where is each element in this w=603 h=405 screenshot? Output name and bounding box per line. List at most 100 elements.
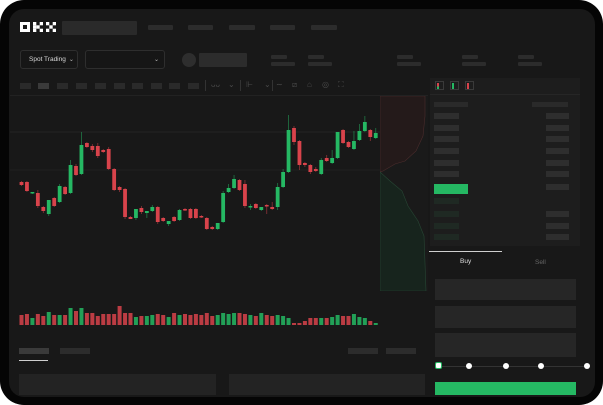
slider-stop-25[interactable] <box>466 363 472 369</box>
candle[interactable] <box>188 208 193 219</box>
candle-type-icon[interactable]: ᴗᴗ <box>211 80 220 89</box>
tab-open-orders[interactable] <box>19 348 49 354</box>
candle[interactable] <box>253 203 258 209</box>
camera-icon[interactable]: ⌂ <box>307 80 312 89</box>
interval-button[interactable] <box>169 83 180 89</box>
nav-item[interactable] <box>188 25 213 30</box>
candle[interactable] <box>161 217 166 222</box>
line-icon[interactable]: ∼ <box>276 80 283 89</box>
candle[interactable] <box>292 126 296 145</box>
candle[interactable] <box>346 141 351 148</box>
candlestick-chart[interactable] <box>10 96 380 336</box>
slider-stop-100[interactable] <box>584 363 590 369</box>
candle[interactable] <box>183 208 187 211</box>
candle[interactable] <box>373 128 378 139</box>
candle[interactable] <box>150 205 155 212</box>
tab-sell[interactable]: Sell <box>535 259 546 266</box>
filter-button[interactable] <box>348 348 378 354</box>
interval-button[interactable] <box>95 83 106 89</box>
candle[interactable] <box>139 206 144 214</box>
okx-logo[interactable] <box>20 22 58 33</box>
candle[interactable] <box>352 131 356 150</box>
candle[interactable] <box>177 209 182 221</box>
interval-button[interactable] <box>188 83 199 89</box>
pair-dropdown[interactable]: ⌄ <box>85 50 165 69</box>
candle[interactable] <box>259 207 264 211</box>
candle[interactable] <box>25 181 29 192</box>
candle[interactable] <box>237 179 242 191</box>
chevron-down-icon[interactable]: ⌄ <box>264 80 271 89</box>
candle[interactable] <box>199 215 204 218</box>
candle[interactable] <box>172 216 176 222</box>
candle[interactable] <box>303 162 307 167</box>
candle[interactable] <box>270 202 275 210</box>
interval-button[interactable] <box>151 83 162 89</box>
candle[interactable] <box>144 211 149 218</box>
interval-button[interactable] <box>57 83 68 89</box>
candle[interactable] <box>35 190 40 208</box>
candle[interactable] <box>52 197 57 207</box>
slider-stop-75[interactable] <box>538 363 544 369</box>
nav-item[interactable] <box>229 25 255 30</box>
candle[interactable] <box>101 149 106 153</box>
tab-buy[interactable]: Buy <box>460 258 472 265</box>
candle[interactable] <box>68 160 73 194</box>
candle[interactable] <box>128 216 133 219</box>
candle[interactable] <box>264 204 269 214</box>
candle[interactable] <box>95 143 100 158</box>
candle[interactable] <box>335 132 340 159</box>
candle[interactable] <box>194 208 198 219</box>
candle[interactable] <box>85 142 89 148</box>
slider-handle[interactable] <box>435 362 442 369</box>
candle[interactable] <box>324 155 329 162</box>
candle[interactable] <box>232 175 236 189</box>
orderbook-both-icon[interactable] <box>435 81 444 90</box>
candle[interactable] <box>106 147 111 170</box>
candle[interactable] <box>30 192 35 194</box>
filter-button[interactable] <box>386 348 416 354</box>
candle[interactable] <box>166 221 171 226</box>
interval-button-active[interactable] <box>38 83 49 89</box>
candle[interactable] <box>362 116 367 132</box>
interval-button[interactable] <box>114 83 125 89</box>
candle[interactable] <box>41 206 46 213</box>
candle[interactable] <box>123 188 127 219</box>
ruler-icon[interactable]: ⧄ <box>292 80 298 89</box>
candle[interactable] <box>308 164 313 174</box>
candle[interactable] <box>19 181 24 186</box>
tab-order-history[interactable] <box>60 348 90 354</box>
target-icon[interactable]: ◎ <box>322 80 329 89</box>
candle[interactable] <box>330 150 335 164</box>
candle[interactable] <box>357 124 362 141</box>
candle[interactable] <box>281 169 285 188</box>
candle[interactable] <box>155 206 160 224</box>
candle[interactable] <box>46 200 51 216</box>
candle[interactable] <box>226 184 231 193</box>
spot-trading-dropdown[interactable]: Spot Trading ⌄ <box>20 50 78 69</box>
candle[interactable] <box>210 226 215 230</box>
fullscreen-icon[interactable]: ⛶ <box>338 80 344 89</box>
interval-button[interactable] <box>20 83 31 89</box>
candle[interactable] <box>215 223 220 230</box>
candle[interactable] <box>74 164 78 176</box>
orderbook-bids-icon[interactable] <box>450 81 459 90</box>
interval-button[interactable] <box>132 83 143 89</box>
candle[interactable] <box>57 184 62 203</box>
candle[interactable] <box>90 144 95 152</box>
indicator-icon[interactable]: ⊩ <box>246 80 253 89</box>
price-input[interactable] <box>435 279 576 300</box>
candle[interactable] <box>79 132 84 175</box>
candle[interactable] <box>319 158 324 175</box>
candle[interactable] <box>286 115 291 173</box>
interval-button[interactable] <box>76 83 87 89</box>
candle[interactable] <box>368 129 373 141</box>
candle[interactable] <box>341 129 345 144</box>
orderbook-asks-icon[interactable] <box>465 81 474 90</box>
candle[interactable] <box>248 204 253 210</box>
total-input[interactable] <box>435 333 576 357</box>
candle[interactable] <box>63 186 67 195</box>
chevron-down-icon[interactable]: ⌄ <box>228 80 235 89</box>
amount-input[interactable] <box>435 306 576 328</box>
candle[interactable] <box>297 140 302 170</box>
candle[interactable] <box>117 186 122 192</box>
